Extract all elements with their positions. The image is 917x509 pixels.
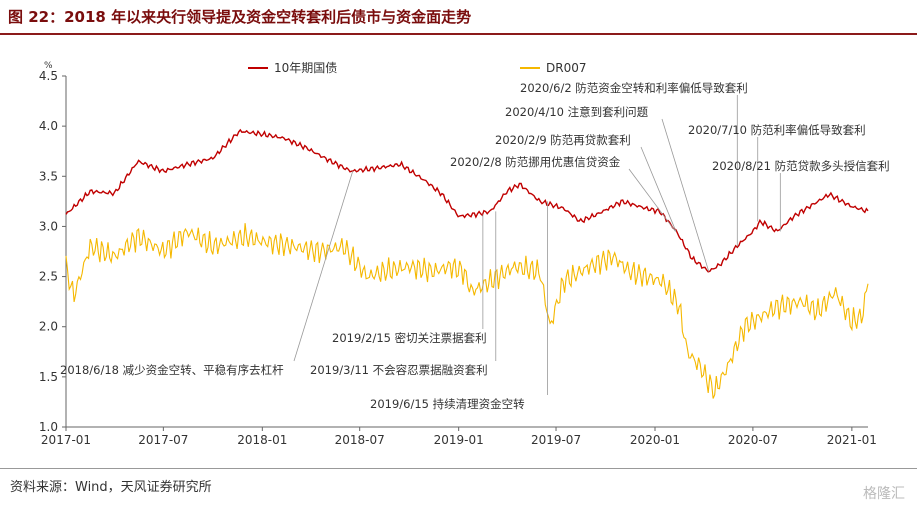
annotation-label: 2020/7/10 防范利率偏低导致套利 xyxy=(688,123,866,137)
legend-label: DR007 xyxy=(546,61,586,75)
legend-label: 10年期国债 xyxy=(274,61,337,75)
y-tick-label: 2.0 xyxy=(39,320,58,334)
series-line xyxy=(65,223,869,399)
annotation-leader xyxy=(293,171,354,362)
annotation-leader xyxy=(628,168,676,232)
annotation-label: 2020/2/8 防范挪用优惠信贷资金 xyxy=(450,155,621,169)
y-tick-label: 1.5 xyxy=(39,370,58,384)
x-tick-label: 2020-01 xyxy=(630,433,680,447)
annotation-label: 2019/2/15 密切关注票据套利 xyxy=(332,331,487,345)
y-tick-label: 3.5 xyxy=(39,169,58,183)
annotation-label: 2020/2/9 防范再贷款套利 xyxy=(495,133,631,147)
annotation-label: 2019/3/11 不会容忍票据融资套利 xyxy=(310,363,488,377)
x-tick-label: 2020-07 xyxy=(728,433,778,447)
x-tick-label: 2019-07 xyxy=(531,433,581,447)
chart-title: 图 22：2018 年以来央行领导提及资金空转套利后债市与资金面走势 xyxy=(8,8,472,26)
annotation-label: 2018/6/18 减少资金空转、平稳有序去杠杆 xyxy=(60,363,284,377)
annotation-label: 2019/6/15 持续清理资金空转 xyxy=(370,397,525,411)
annotation-label: 2020/4/10 注意到套利问题 xyxy=(505,105,649,119)
annotation-leader xyxy=(661,118,710,272)
legend: 10年期国债 DR007 xyxy=(248,61,586,75)
footer-divider xyxy=(0,468,917,469)
y-tick-label: 1.0 xyxy=(39,420,58,434)
y-tick-label: 3.0 xyxy=(39,219,58,233)
x-tick-label: 2018-01 xyxy=(237,433,287,447)
annotation-label: 2020/6/2 防范资金空转和利率偏低导致套利 xyxy=(520,81,748,95)
x-tick-label: 2019-01 xyxy=(434,433,484,447)
watermark-logo: 格隆汇 xyxy=(863,486,905,502)
x-tick-label: 2017-07 xyxy=(138,433,188,447)
y-tick-label: 4.0 xyxy=(39,119,58,133)
line-chart: 1.0 1.5 2.0 2.5 3.0 3.5 4.0 4.5% 2017-01 2017-07 2… xyxy=(39,61,890,447)
annotation-leader xyxy=(640,146,677,232)
y-tick-label: 2.5 xyxy=(39,270,58,284)
y-axis-unit: % xyxy=(44,61,53,71)
x-tick-label: 2017-01 xyxy=(41,433,91,447)
title-divider xyxy=(0,33,917,35)
y-tick-label: 4.5 xyxy=(39,69,58,83)
x-tick-label: 2021-01 xyxy=(827,433,877,447)
series-line xyxy=(65,128,869,273)
annotation-label: 2020/8/21 防范贷款多头授信套利 xyxy=(712,159,890,173)
x-tick-label: 2018-07 xyxy=(335,433,385,447)
source-note: 资料来源：Wind，天风证券研究所 xyxy=(10,480,212,495)
